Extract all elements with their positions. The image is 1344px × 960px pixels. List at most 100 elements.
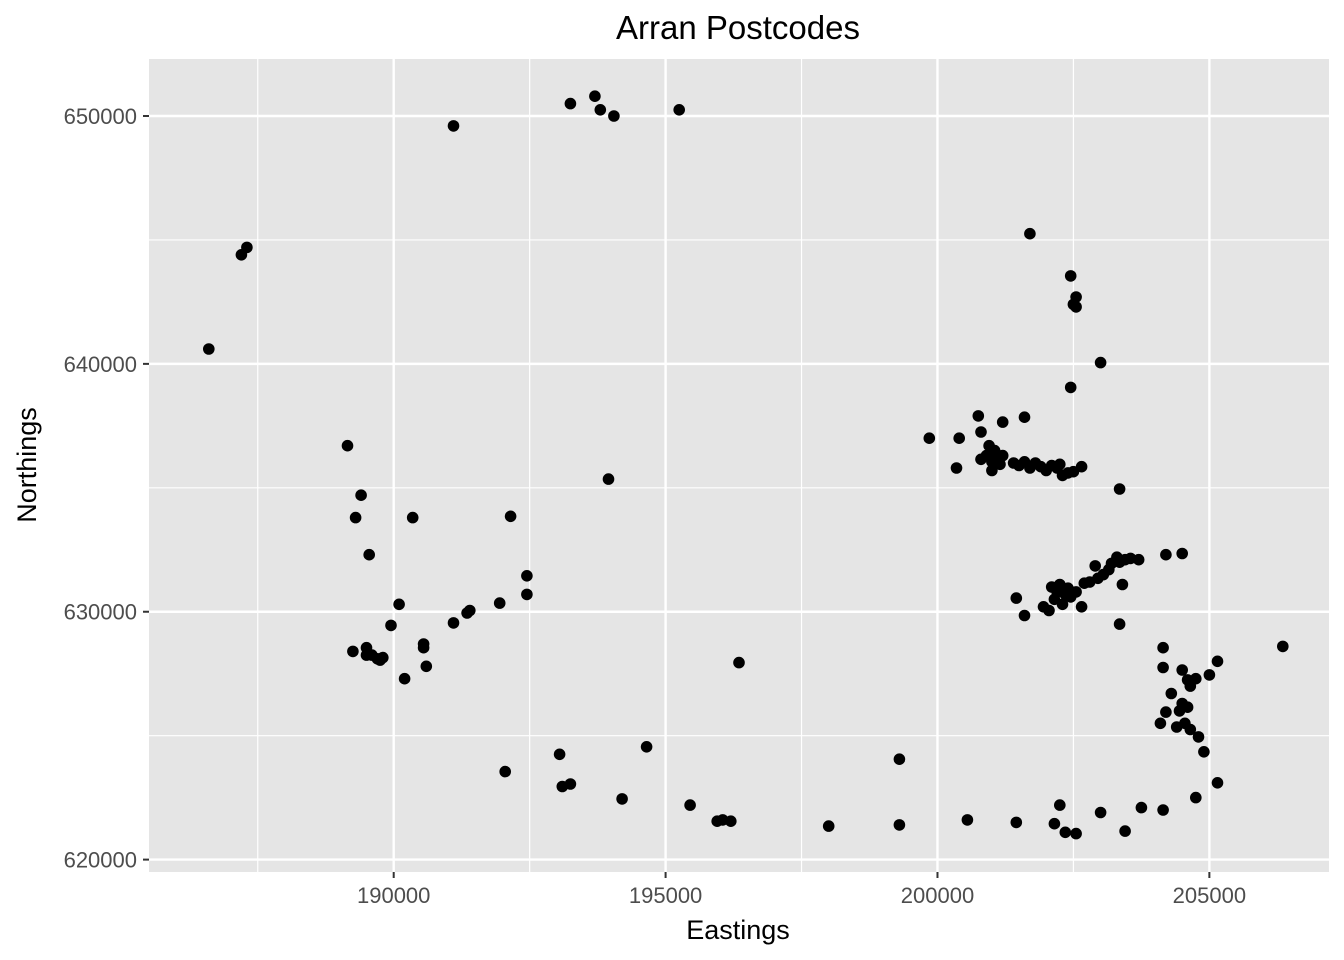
data-point — [725, 815, 737, 827]
data-point — [1160, 706, 1172, 718]
data-point — [953, 432, 965, 445]
data-point — [1198, 746, 1210, 758]
data-point — [499, 765, 512, 778]
data-point — [733, 656, 745, 669]
data-point — [1132, 553, 1145, 566]
data-point — [203, 343, 215, 355]
data-point — [553, 748, 566, 761]
data-point — [1094, 356, 1107, 369]
data-point — [564, 97, 577, 110]
data-point — [374, 654, 386, 666]
data-point — [1190, 672, 1202, 685]
grid-lines — [149, 59, 1329, 872]
y-axis: 620000 630000 640000 650000 — [64, 104, 149, 873]
data-point — [1024, 227, 1036, 240]
data-point — [341, 439, 354, 452]
y-tick-label: 620000 — [64, 848, 137, 873]
data-point — [1192, 731, 1205, 743]
data-point — [1018, 609, 1031, 622]
data-point — [986, 464, 998, 477]
data-point — [398, 672, 411, 685]
data-point — [521, 588, 533, 601]
data-point — [1116, 578, 1129, 591]
data-point — [1089, 560, 1101, 572]
data-point — [1059, 826, 1072, 839]
data-point — [996, 416, 1009, 428]
x-tick-label: 205000 — [1173, 883, 1246, 908]
data-point — [447, 617, 460, 629]
data-point — [594, 104, 607, 116]
data-point — [1010, 816, 1023, 829]
data-point — [521, 570, 533, 582]
y-tick-label: 640000 — [64, 352, 137, 377]
data-point — [1056, 598, 1069, 611]
data-point — [564, 778, 577, 790]
data-point — [241, 241, 253, 254]
data-point — [923, 432, 936, 445]
data-point — [1048, 817, 1061, 830]
data-point — [1054, 799, 1066, 811]
data-point — [1070, 827, 1082, 840]
data-point — [347, 645, 359, 658]
data-point — [1190, 791, 1202, 804]
data-point — [1018, 411, 1031, 424]
data-point — [1135, 801, 1148, 814]
data-point — [893, 753, 906, 765]
data-point — [893, 819, 906, 831]
data-point — [447, 120, 460, 132]
data-point — [1176, 664, 1188, 676]
x-axis-title: Eastings — [686, 915, 790, 945]
data-point — [1154, 717, 1167, 730]
data-point — [822, 820, 835, 832]
data-point — [363, 548, 376, 561]
data-point — [393, 598, 405, 611]
data-point — [1043, 604, 1055, 617]
data-point — [1010, 592, 1023, 604]
data-point — [1176, 547, 1188, 560]
y-tick-label: 650000 — [64, 104, 137, 129]
data-point — [589, 90, 601, 102]
data-point — [349, 511, 362, 524]
data-point — [1157, 661, 1169, 674]
data-point — [1067, 298, 1080, 311]
data-point — [1211, 777, 1224, 789]
data-point — [406, 511, 419, 524]
data-point — [1113, 618, 1126, 630]
data-point — [1165, 687, 1178, 700]
x-tick-label: 190000 — [357, 883, 430, 908]
data-point — [975, 426, 987, 438]
data-point — [972, 410, 985, 422]
data-point — [1157, 804, 1169, 816]
data-point — [602, 473, 615, 485]
data-point — [1203, 669, 1216, 681]
y-tick-label: 630000 — [64, 600, 137, 625]
data-point — [1075, 601, 1088, 613]
data-point — [1064, 381, 1077, 394]
data-point — [994, 458, 1006, 471]
y-axis-title: Northings — [12, 407, 42, 523]
data-point — [961, 814, 974, 826]
data-point — [640, 741, 653, 753]
data-point — [420, 660, 433, 673]
data-point — [1160, 548, 1172, 561]
data-point — [1094, 806, 1107, 819]
data-point — [1157, 641, 1169, 654]
data-point — [355, 489, 367, 502]
data-point — [1119, 825, 1131, 837]
data-point — [417, 641, 430, 654]
data-point — [1064, 270, 1077, 282]
data-point — [950, 462, 963, 474]
data-point — [385, 619, 397, 632]
data-point — [673, 104, 685, 116]
x-axis: 190000 195000 200000 205000 — [357, 872, 1246, 908]
data-point — [996, 449, 1009, 462]
plot-panel — [149, 59, 1329, 872]
data-point — [608, 110, 620, 122]
data-point — [1113, 483, 1126, 495]
data-point — [684, 799, 696, 811]
data-point — [1075, 460, 1088, 473]
data-point — [616, 793, 628, 805]
data-point — [1181, 701, 1194, 713]
data-point — [1277, 640, 1289, 653]
